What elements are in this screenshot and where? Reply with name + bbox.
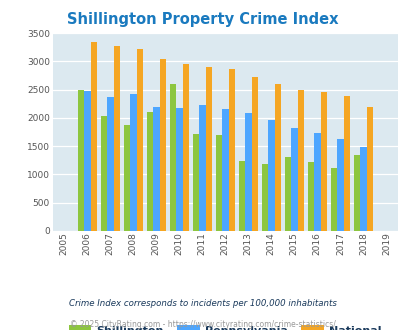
Bar [124, 125, 130, 231]
Bar [130, 93, 136, 231]
Bar [297, 90, 303, 231]
Bar [261, 164, 267, 231]
Bar [284, 157, 290, 231]
Bar [359, 147, 366, 231]
Bar [205, 67, 211, 231]
Bar [245, 113, 251, 231]
Bar [267, 120, 274, 231]
Bar [274, 84, 280, 231]
Bar [353, 155, 359, 231]
Bar [107, 97, 113, 231]
Bar [136, 50, 143, 231]
Bar [320, 92, 326, 231]
Bar [238, 161, 245, 231]
Bar [176, 108, 182, 231]
Bar [343, 96, 349, 231]
Bar [192, 134, 198, 231]
Bar [100, 116, 107, 231]
Bar [222, 109, 228, 231]
Bar [228, 69, 234, 231]
Bar [290, 128, 297, 231]
Bar [215, 135, 222, 231]
Bar [198, 105, 205, 231]
Bar [77, 89, 84, 231]
Bar [169, 84, 176, 231]
Bar [159, 59, 166, 231]
Bar [251, 77, 257, 231]
Legend: Shillington, Pennsylvania, National: Shillington, Pennsylvania, National [64, 320, 385, 330]
Bar [182, 64, 188, 231]
Bar [313, 133, 320, 231]
Bar [330, 168, 336, 231]
Text: © 2025 CityRating.com - https://www.cityrating.com/crime-statistics/: © 2025 CityRating.com - https://www.city… [70, 320, 335, 329]
Bar [336, 139, 343, 231]
Text: Crime Index corresponds to incidents per 100,000 inhabitants: Crime Index corresponds to incidents per… [69, 299, 336, 308]
Bar [90, 42, 97, 231]
Bar [113, 46, 119, 231]
Bar [146, 112, 153, 231]
Bar [307, 162, 313, 231]
Bar [84, 91, 90, 231]
Text: Shillington Property Crime Index: Shillington Property Crime Index [67, 12, 338, 26]
Bar [153, 107, 159, 231]
Bar [366, 107, 372, 231]
